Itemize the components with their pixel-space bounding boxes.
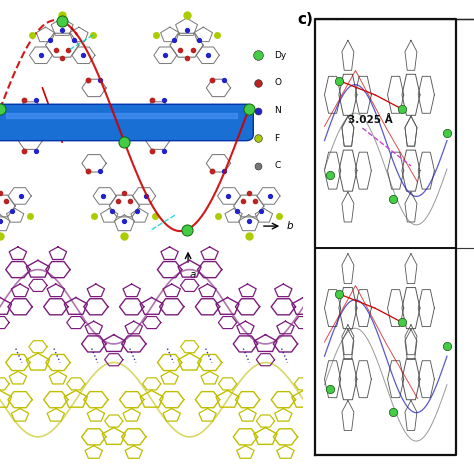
Text: C: C [274, 161, 281, 170]
Text: O: O [274, 78, 282, 87]
FancyBboxPatch shape [0, 104, 253, 141]
Text: b: b [287, 221, 293, 231]
Text: 3.025 Å: 3.025 Å [348, 115, 392, 125]
Text: c): c) [298, 12, 313, 27]
Text: N: N [274, 106, 281, 115]
Text: F: F [274, 134, 280, 143]
Text: Dy: Dy [274, 51, 287, 60]
Text: a: a [190, 270, 196, 280]
